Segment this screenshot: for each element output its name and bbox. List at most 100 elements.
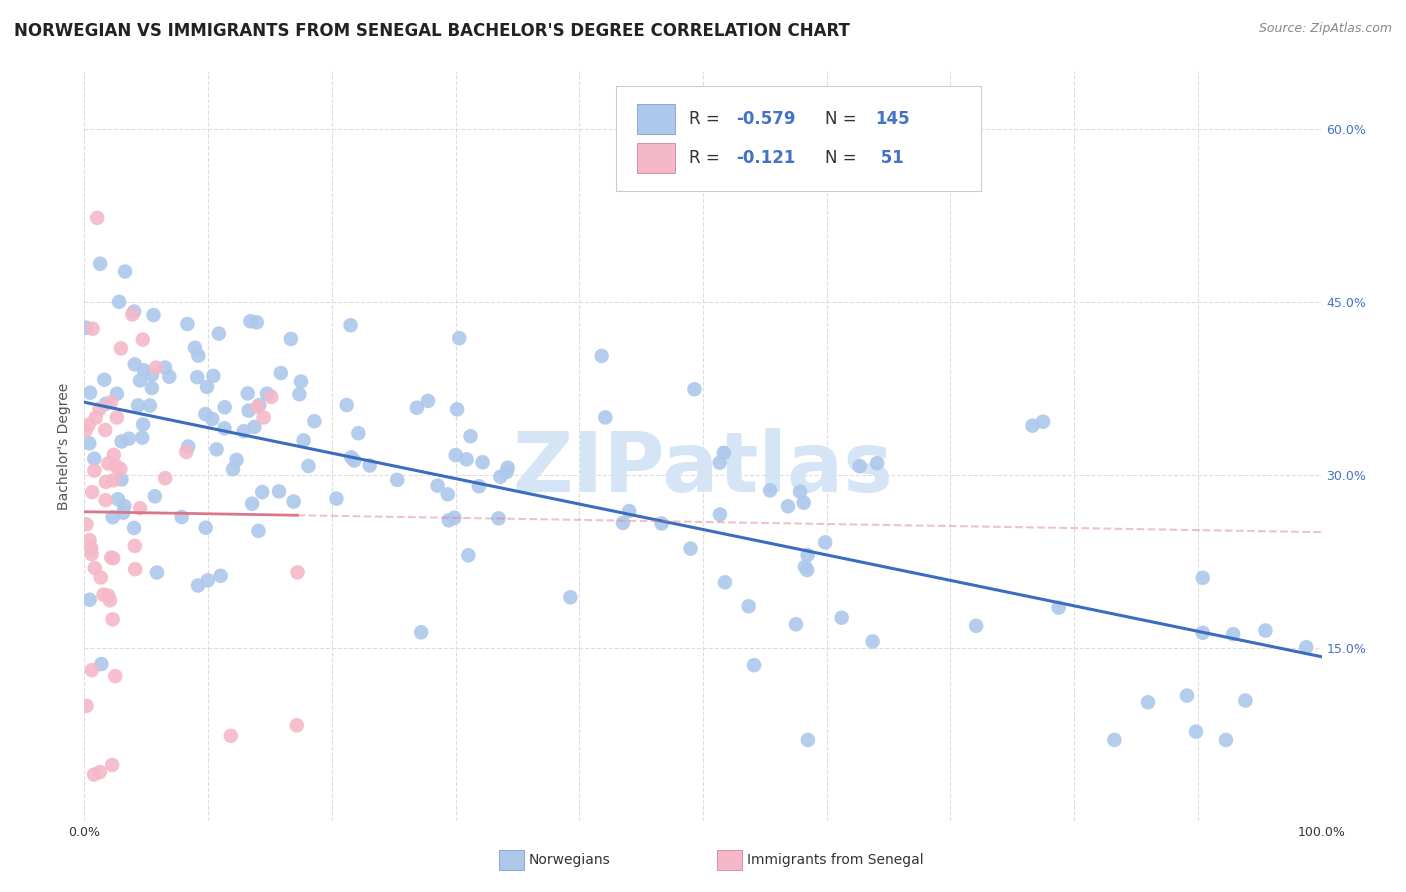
Point [80,541,103,556]
Y-axis label: Bachelor's Degree: Bachelor's Degree [58,383,72,509]
Point [105,386,128,401]
Point [1234,693,1257,707]
Point [437,513,460,527]
Point [143,489,166,503]
Point [292,434,315,448]
Point [591,349,613,363]
Point [93,588,115,602]
Point [1136,695,1159,709]
Text: 145: 145 [875,110,910,128]
Point [90,657,112,671]
Point [101,758,124,772]
Point [814,535,837,549]
Point [247,524,270,538]
Point [831,611,853,625]
Point [283,494,305,508]
Point [343,453,366,467]
Point [849,459,872,474]
Point [100,395,122,409]
Point [90,570,112,584]
Point [122,304,145,318]
Point [238,403,260,417]
Point [86,211,108,225]
Point [1047,600,1070,615]
Point [489,470,512,484]
Point [789,484,811,499]
Point [202,368,225,383]
Point [866,456,889,470]
Point [187,349,209,363]
Point [195,380,218,394]
Point [246,315,269,329]
Point [114,264,136,278]
Point [76,698,98,713]
Point [1254,624,1277,638]
Point [75,320,97,334]
Point [157,369,180,384]
Point [121,308,143,322]
Point [411,625,433,640]
Point [131,431,153,445]
Point [83,451,105,466]
Text: NORWEGIAN VS IMMIGRANTS FROM SENEGAL BACHELOR'S DEGREE CORRELATION CHART: NORWEGIAN VS IMMIGRANTS FROM SENEGAL BAC… [14,22,851,40]
Point [208,326,231,341]
Point [359,458,381,473]
Point [965,619,987,633]
Point [683,382,706,396]
Point [1185,724,1208,739]
Point [153,360,176,375]
Point [387,473,409,487]
Point [110,342,132,356]
Point [468,479,491,493]
Point [1175,689,1198,703]
Point [436,487,458,501]
FancyBboxPatch shape [616,87,981,191]
Point [256,386,278,401]
Point [112,506,135,520]
Point [209,568,232,582]
Point [93,373,115,387]
Point [339,318,361,333]
Point [112,499,135,513]
Point [104,669,127,683]
Point [107,492,129,507]
Point [270,366,292,380]
Point [129,501,152,516]
Point [170,510,193,524]
Point [110,434,132,449]
Point [457,549,479,563]
Text: N =: N = [825,149,862,167]
Point [325,491,347,506]
Point [79,533,101,548]
Point [98,593,121,607]
Point [617,504,640,518]
Point [77,417,100,432]
Point [194,407,217,421]
Point [796,563,818,577]
Point [101,612,124,626]
Point [340,450,363,465]
Point [186,370,208,384]
Point [797,733,820,747]
Point [239,314,262,328]
Point [82,485,104,500]
Point [89,257,111,271]
Point [304,414,326,428]
Point [129,374,152,388]
Point [94,397,117,411]
Point [297,458,319,473]
Point [177,440,200,454]
FancyBboxPatch shape [637,103,675,134]
Point [280,332,302,346]
Point [83,561,105,575]
Point [132,363,155,377]
Point [444,448,467,462]
Point [426,479,449,493]
Point [79,385,101,400]
Point [82,322,104,336]
Point [416,393,439,408]
Point [796,548,818,562]
Point [205,442,228,457]
Point [118,432,141,446]
Point [793,496,815,510]
